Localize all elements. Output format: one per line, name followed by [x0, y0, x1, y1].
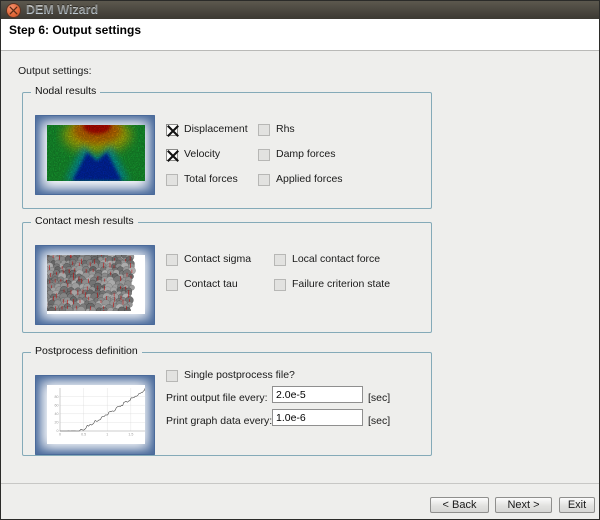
svg-text:80: 80 [55, 395, 59, 399]
svg-text:1.5: 1.5 [128, 433, 133, 437]
svg-text:1: 1 [106, 433, 108, 437]
svg-text:0: 0 [59, 433, 61, 437]
svg-text:60: 60 [55, 403, 59, 407]
svg-text:20: 20 [55, 421, 59, 425]
svg-text:0.5: 0.5 [81, 433, 86, 437]
svg-text:40: 40 [55, 412, 59, 416]
